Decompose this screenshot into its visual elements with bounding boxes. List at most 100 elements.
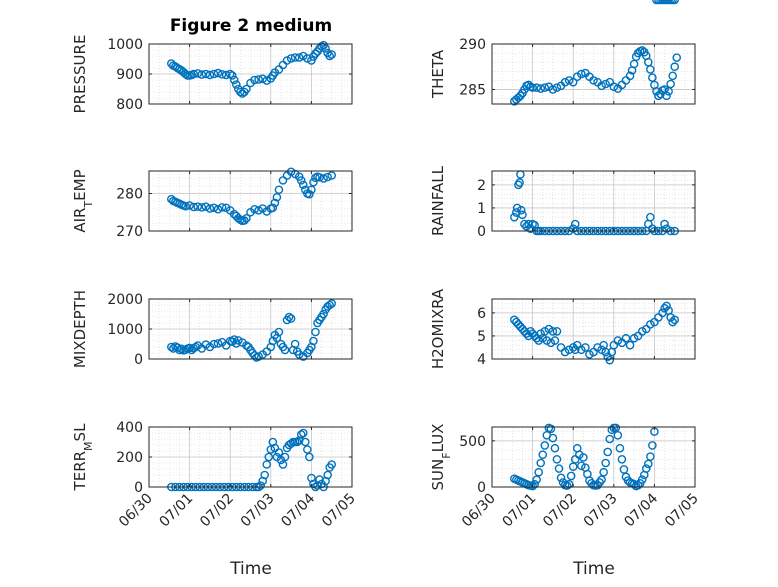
y-axis-label: AIRTEMP (71, 169, 95, 232)
data-point (641, 464, 651, 473)
data-point (315, 475, 324, 484)
axes-box (148, 170, 353, 232)
x-tick-label: 06/30 (116, 491, 156, 531)
data-point (260, 470, 270, 480)
data-point (670, 62, 680, 72)
y-axis-label: SUNFLUX (429, 424, 453, 491)
data-point (548, 327, 558, 336)
data-point (274, 185, 284, 195)
data-point (633, 480, 643, 490)
data-point (250, 75, 259, 85)
y-axis-label-subscript: T (82, 201, 95, 209)
data-point (294, 53, 304, 62)
data-point (189, 202, 198, 212)
data-point (280, 345, 290, 355)
data-point (589, 76, 598, 85)
data-point (319, 174, 328, 183)
x-tick-label: 07/03 (581, 491, 621, 531)
data-point (205, 70, 215, 80)
data-point (617, 455, 627, 464)
data-point (327, 299, 337, 308)
data-point (280, 452, 290, 462)
data-point (648, 441, 657, 450)
data-point (540, 441, 550, 450)
figure-title: Figure 2 medium (170, 16, 332, 36)
data-point (303, 445, 312, 454)
y-tick-label: 0 (477, 480, 486, 496)
y-tick-label: 900 (116, 67, 143, 83)
data-point (609, 82, 619, 92)
y-axis-label: RAINFALL (429, 165, 447, 236)
data-point (321, 44, 330, 53)
data-point (615, 443, 625, 453)
data-point (552, 455, 562, 464)
axes-box (491, 43, 696, 105)
subplot-pressure: 800 900 1000 PRESSURE (71, 35, 353, 113)
data-point (282, 56, 292, 65)
data-point (193, 69, 203, 78)
data-point (262, 76, 272, 85)
y-tick-label: 270 (116, 224, 143, 240)
data-point (524, 219, 533, 229)
y-tick-label: 6 (477, 306, 486, 322)
data-point (605, 434, 615, 444)
data-point (668, 71, 677, 81)
subplot-h2omixra: 4 5 6 H2OMIXRA (429, 288, 696, 369)
data-point (528, 83, 537, 92)
data-point (221, 70, 231, 80)
y-tick-label: 1 (477, 201, 486, 217)
data-point (189, 69, 198, 79)
data-point (540, 83, 550, 92)
y-tick-label: 4 (477, 352, 486, 368)
data-point (325, 51, 334, 61)
data-point (286, 439, 296, 448)
y-tick-label: 0 (477, 224, 486, 240)
y-tick-label: 5 (477, 329, 486, 345)
x-axis-label-right: Time (572, 559, 615, 579)
x-tick-label: 07/02 (197, 491, 237, 531)
data-point (319, 309, 328, 319)
y-tick-label: 1000 (107, 322, 143, 338)
data-point (536, 458, 546, 468)
data-point (629, 479, 639, 489)
data-point (270, 198, 280, 208)
data-point (309, 177, 318, 187)
data-point (254, 352, 263, 361)
data-point (662, 91, 671, 101)
data-point (213, 204, 223, 214)
data-point (227, 71, 237, 80)
data-point (181, 201, 190, 211)
data-point (538, 450, 548, 459)
x-tick-label: 07/05 (319, 491, 359, 531)
data-point (264, 452, 274, 462)
data-point (256, 481, 265, 490)
data-point (286, 314, 296, 323)
x-tick-label: 07/01 (157, 491, 197, 531)
data-point (550, 336, 560, 345)
data-point (250, 204, 259, 214)
data-point (177, 344, 186, 354)
data-point (301, 437, 310, 447)
data-point (307, 185, 316, 195)
data-point (625, 340, 635, 350)
x-tick-label: 07/02 (540, 491, 580, 531)
data-point (209, 203, 219, 213)
data-point (325, 300, 334, 310)
y-axis-label: H2OMIXRA (429, 288, 447, 369)
data-point (552, 327, 562, 336)
data-point (515, 178, 524, 187)
data-point (554, 464, 564, 473)
data-point (167, 342, 176, 352)
data-point (286, 54, 296, 63)
x-axis-label-left: Time (229, 559, 272, 579)
data-point (278, 460, 288, 469)
x-tick-label: 06/30 (459, 491, 499, 531)
data-point (564, 76, 574, 85)
data-point (217, 70, 227, 79)
data-point (254, 75, 263, 84)
data-point (193, 202, 203, 211)
data-point (599, 467, 608, 477)
data-point (666, 79, 675, 89)
data-point (323, 470, 332, 480)
data-point (254, 206, 263, 215)
